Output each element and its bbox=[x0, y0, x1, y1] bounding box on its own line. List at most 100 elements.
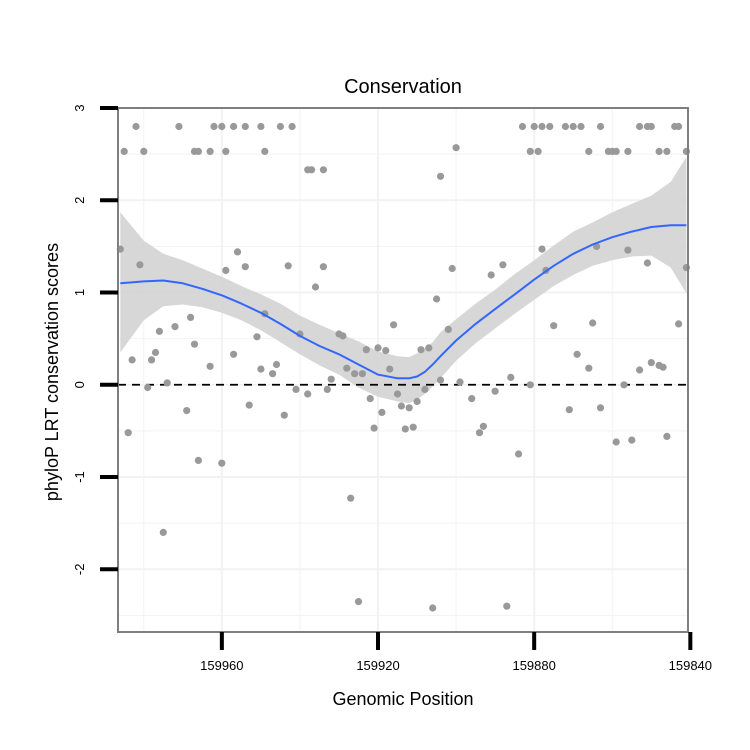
data-point bbox=[655, 147, 663, 155]
data-point bbox=[370, 424, 378, 432]
data-point bbox=[624, 246, 632, 254]
data-point bbox=[487, 271, 495, 279]
data-point bbox=[612, 438, 620, 446]
y-tick-label: -1 bbox=[72, 471, 87, 483]
data-point bbox=[374, 344, 382, 352]
x-tick-label: 159880 bbox=[512, 658, 555, 673]
data-point bbox=[386, 365, 394, 373]
data-point bbox=[596, 122, 605, 131]
data-point bbox=[276, 122, 284, 131]
data-point bbox=[515, 450, 523, 458]
data-point bbox=[362, 346, 370, 354]
data-point bbox=[148, 356, 156, 364]
data-point bbox=[401, 425, 409, 433]
data-point bbox=[499, 261, 507, 269]
data-point bbox=[241, 263, 249, 271]
data-point bbox=[647, 359, 655, 367]
data-point bbox=[311, 283, 320, 291]
data-point bbox=[194, 456, 202, 464]
data-points bbox=[116, 122, 691, 612]
data-point bbox=[366, 395, 374, 403]
data-point bbox=[573, 350, 581, 358]
data-point bbox=[585, 147, 593, 155]
smooth-line bbox=[120, 224, 687, 380]
data-point bbox=[569, 122, 577, 131]
x-axis: 159960 159920 159880 159840 bbox=[200, 632, 712, 673]
data-point bbox=[218, 122, 226, 131]
data-point bbox=[241, 122, 249, 131]
data-point bbox=[425, 344, 433, 352]
data-point bbox=[518, 122, 527, 131]
data-point bbox=[413, 397, 421, 405]
data-point bbox=[624, 147, 632, 155]
data-point bbox=[269, 370, 277, 378]
y-tick-label: 0 bbox=[72, 381, 87, 388]
data-point bbox=[456, 378, 464, 386]
data-point bbox=[218, 459, 226, 467]
data-point bbox=[159, 528, 167, 537]
data-point bbox=[319, 166, 327, 174]
data-point bbox=[612, 147, 620, 155]
data-point bbox=[163, 379, 171, 387]
data-point bbox=[194, 147, 202, 155]
data-point bbox=[347, 494, 355, 502]
data-point bbox=[308, 166, 316, 174]
data-point bbox=[206, 362, 214, 370]
data-point bbox=[132, 122, 140, 131]
data-point bbox=[183, 407, 191, 415]
data-point bbox=[284, 262, 292, 270]
data-point bbox=[245, 401, 253, 409]
data-point bbox=[585, 364, 593, 372]
data-point bbox=[436, 172, 445, 180]
data-point bbox=[390, 321, 398, 329]
data-point bbox=[647, 122, 655, 131]
data-point bbox=[128, 356, 136, 364]
data-point bbox=[433, 295, 441, 303]
data-point bbox=[530, 122, 538, 131]
data-point bbox=[526, 381, 534, 389]
data-point bbox=[378, 408, 386, 416]
data-point bbox=[596, 404, 605, 412]
data-point bbox=[206, 147, 214, 155]
data-point bbox=[288, 122, 296, 131]
data-point bbox=[222, 266, 230, 274]
chart-title: Conservation bbox=[344, 76, 462, 98]
y-tick-label: 2 bbox=[72, 197, 87, 204]
data-point bbox=[628, 436, 636, 444]
data-point bbox=[620, 381, 628, 389]
data-point bbox=[538, 122, 546, 131]
data-point bbox=[491, 387, 499, 395]
data-point bbox=[546, 122, 554, 131]
data-point bbox=[565, 406, 573, 414]
x-tick-label: 159920 bbox=[356, 658, 399, 673]
x-tick-label: 159960 bbox=[200, 658, 243, 673]
y-tick-label: 3 bbox=[72, 104, 87, 111]
data-point bbox=[136, 261, 144, 269]
data-point bbox=[339, 332, 347, 340]
data-point bbox=[675, 320, 683, 328]
y-axis-label: phyloP LRT conservation scores bbox=[42, 243, 62, 501]
x-tick-label: 159840 bbox=[669, 658, 712, 673]
x-axis-label: Genomic Position bbox=[332, 689, 473, 709]
data-point bbox=[327, 375, 335, 383]
data-point bbox=[155, 327, 163, 335]
data-point bbox=[354, 598, 363, 606]
data-point bbox=[382, 347, 390, 355]
data-point bbox=[323, 385, 331, 393]
data-point bbox=[292, 385, 300, 393]
data-point bbox=[144, 383, 152, 392]
data-point bbox=[405, 404, 413, 412]
data-point bbox=[351, 370, 359, 378]
data-point bbox=[261, 147, 269, 155]
data-point bbox=[659, 363, 667, 371]
data-point bbox=[561, 122, 570, 131]
data-point bbox=[175, 122, 183, 131]
data-point bbox=[636, 122, 644, 131]
data-point bbox=[534, 147, 542, 155]
data-point bbox=[417, 346, 425, 354]
data-point bbox=[468, 395, 476, 403]
data-point bbox=[343, 364, 351, 372]
data-point bbox=[257, 122, 265, 131]
data-point bbox=[222, 147, 230, 155]
